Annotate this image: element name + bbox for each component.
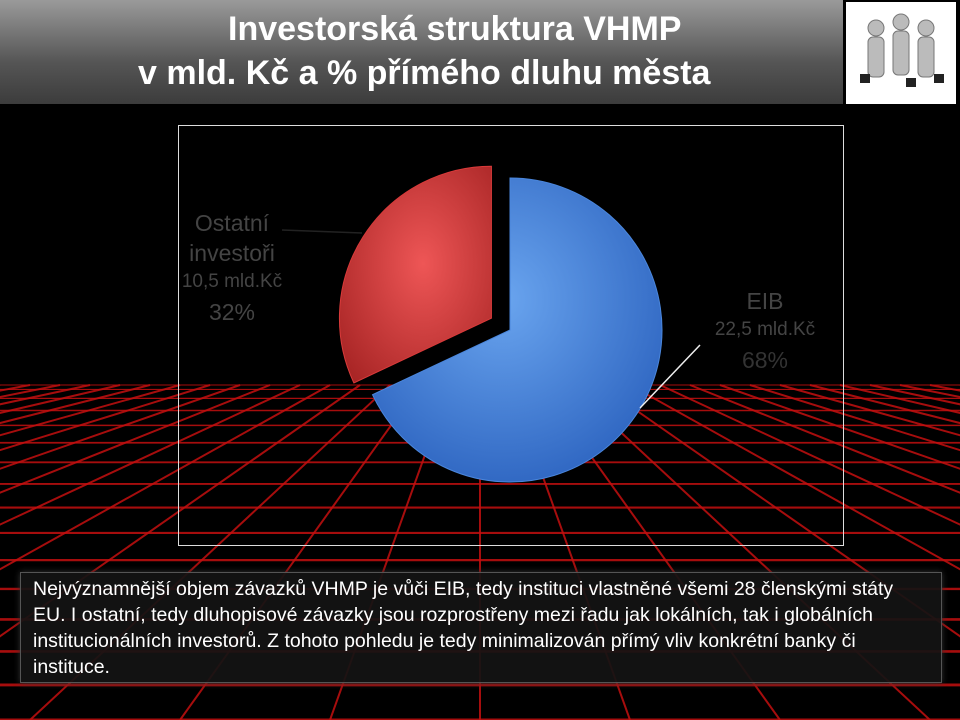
grid-decoration (0, 384, 361, 638)
grid-decoration (0, 384, 331, 571)
grid-decoration (0, 384, 241, 470)
pie (338, 165, 663, 483)
amount-label: 10,5 mld.Kč (181, 271, 283, 292)
category-label: Ostatní investoři (189, 210, 275, 266)
value-label: 68% (741, 347, 789, 373)
pie-slice (338, 165, 492, 384)
data-label: Ostatní investoři 10,5 mld.Kč 32% (172, 208, 292, 328)
leader-line (639, 344, 701, 409)
grid-decoration (0, 384, 301, 526)
body-text: Nejvýznamnější objem závazků VHMP je vůč… (20, 572, 942, 683)
grid-decoration (659, 384, 960, 526)
leader-line (281, 229, 363, 234)
grid-decoration (599, 384, 960, 638)
title-box (0, 0, 843, 104)
chart-title: Investorská struktura VHMP (228, 10, 682, 48)
amount-label: 22,5 mld.Kč (714, 319, 816, 340)
grid-decoration (689, 384, 960, 494)
category-label: EIB (746, 288, 784, 314)
pie-slice (371, 177, 663, 483)
grid-decoration (719, 384, 960, 470)
data-label: EIB 22,5 mld.Kč 68% (690, 286, 840, 376)
grid-decoration (0, 384, 271, 494)
chart-subtitle: v mld. Kč a % přímého dluhu města (138, 54, 711, 92)
value-label: 32% (208, 299, 256, 325)
grid-decoration (629, 384, 960, 571)
logo-image (846, 2, 956, 104)
grid-decoration (0, 384, 211, 452)
chart-frame (178, 125, 844, 546)
logo-figures (860, 13, 944, 87)
grid-decoration (749, 384, 960, 452)
